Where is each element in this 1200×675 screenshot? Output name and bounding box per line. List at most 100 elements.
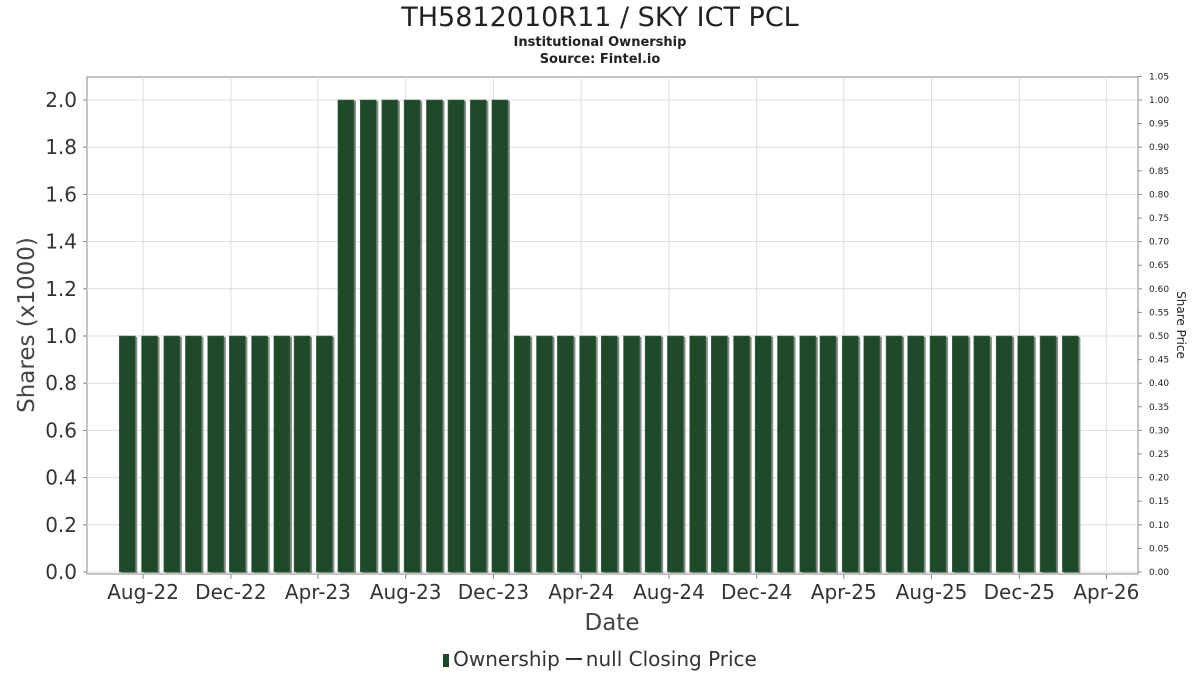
ownership-bar <box>733 335 750 573</box>
y-tick-label: 2.0 <box>45 88 77 112</box>
ownership-bar <box>929 335 947 573</box>
x-tick-label: Dec-22 <box>195 580 266 604</box>
y-tick-label: 0.4 <box>45 466 77 490</box>
ownership-bar <box>644 335 662 573</box>
ownership-bar <box>491 99 509 573</box>
y2-tick-label: 0.90 <box>1149 143 1169 153</box>
ownership-bar <box>973 335 991 573</box>
chart-title: TH5812010R11 / SKY ICT PCL <box>401 2 799 33</box>
ownership-bar <box>689 335 707 573</box>
y-tick-label: 1.6 <box>45 182 77 206</box>
ownership-bar <box>163 335 181 573</box>
x-tick-label: Dec-23 <box>458 580 529 604</box>
y2-tick-label: 0.15 <box>1149 497 1169 507</box>
ownership-bar <box>557 335 574 573</box>
y2-tick-label: 0.95 <box>1149 120 1169 130</box>
closing-price-legend-swatch <box>565 658 582 660</box>
y-tick-label: 0.2 <box>45 513 77 537</box>
chart-legend: Ownership null Closing Price <box>0 647 1200 671</box>
chart-source: Source: Fintel.io <box>539 52 661 67</box>
ownership-bar <box>907 335 925 573</box>
ownership-bar <box>513 335 531 573</box>
ownership-bar <box>819 335 837 573</box>
y-tick-label: 1.8 <box>45 135 77 159</box>
ownership-bar <box>359 99 377 573</box>
y-tick-label: 0.6 <box>45 418 77 442</box>
y2-tick-label: 0.35 <box>1149 403 1169 413</box>
x-tick-label: Apr-23 <box>285 580 351 604</box>
ownership-bar <box>623 335 640 573</box>
y2-tick-label: 0.65 <box>1149 261 1169 271</box>
y-tick-label: 1.0 <box>45 324 77 348</box>
x-tick-label: Apr-26 <box>1073 580 1139 604</box>
ownership-bar <box>536 335 553 573</box>
ownership-bar <box>229 335 246 573</box>
y2-tick-label: 0.70 <box>1149 238 1169 248</box>
y2-tick-label: 0.00 <box>1149 568 1169 578</box>
ownership-bar <box>952 335 969 573</box>
ownership-bar <box>273 335 291 573</box>
ownership-bar <box>337 99 355 573</box>
y2-tick-label: 0.75 <box>1149 214 1169 224</box>
ownership-legend-swatch <box>443 654 450 667</box>
ownership-bar <box>381 99 399 573</box>
ownership-bar <box>293 335 311 573</box>
ownership-bar <box>251 335 268 573</box>
ownership-bar <box>863 335 881 573</box>
y2-tick-label: 0.30 <box>1149 426 1169 436</box>
x-tick-label: Aug-22 <box>107 580 179 604</box>
ownership-bar <box>316 335 333 573</box>
x-tick-label: Aug-25 <box>896 580 968 604</box>
ownership-bar <box>426 99 443 573</box>
x-tick-label: Aug-23 <box>370 580 442 604</box>
ownership-bar <box>207 335 225 573</box>
ownership-bar <box>995 335 1013 573</box>
y-tick-label: 0.0 <box>45 560 77 584</box>
ownership-bar <box>185 335 202 573</box>
x-axis-label: Date <box>585 610 640 636</box>
ownership-chart: 0.0 0.2 0.4 0.6 0.8 1.0 1.2 1.4 1.6 1.8 2.0 0.00 0.0… <box>14 72 1188 636</box>
y2-tick-label: 0.80 <box>1149 190 1169 200</box>
y-tick-label: 1.4 <box>45 230 77 254</box>
ownership-bar <box>885 335 903 573</box>
y2-tick-label: 0.60 <box>1149 285 1169 295</box>
ownership-bar <box>403 99 421 573</box>
y2-tick-label: 0.45 <box>1149 356 1169 366</box>
ownership-bar <box>841 335 859 573</box>
y-axis-label: Shares (x1000) <box>14 237 40 413</box>
y2-tick-label: 0.85 <box>1149 167 1169 177</box>
y2-tick-label: 0.40 <box>1149 379 1169 389</box>
x-tick-label: Apr-25 <box>811 580 877 604</box>
ownership-bar <box>799 335 817 573</box>
x-tick-label: Dec-25 <box>984 580 1055 604</box>
y2-tick-label: 0.50 <box>1149 332 1169 342</box>
y2-tick-label: 0.25 <box>1149 450 1169 460</box>
chart-subtitle: Institutional Ownership <box>513 35 687 50</box>
x-tick-label: Aug-24 <box>633 580 705 604</box>
ownership-bar <box>711 335 728 573</box>
ownership-bar <box>1017 335 1035 573</box>
ownership-bar <box>1039 335 1057 573</box>
y2-tick-label: 0.05 <box>1149 544 1169 554</box>
ownership-bar <box>141 335 158 573</box>
y2-axis-label: Share Price <box>1174 291 1188 359</box>
y-tick-label: 0.8 <box>45 371 77 395</box>
ownership-bar <box>118 335 136 573</box>
ownership-bar <box>579 335 596 573</box>
y2-tick-label: 1.05 <box>1149 72 1169 82</box>
x-tick-label: Dec-24 <box>721 580 792 604</box>
y2-tick-label: 0.55 <box>1149 308 1169 318</box>
ownership-bar <box>667 335 684 573</box>
legend-ownership-label: Ownership <box>453 647 560 671</box>
ownership-bar <box>754 335 772 573</box>
ownership-bar <box>600 335 618 573</box>
y2-tick-label: 1.00 <box>1149 96 1169 106</box>
x-tick-label: Apr-24 <box>548 580 614 604</box>
ownership-bar <box>447 99 465 573</box>
ownership-bar <box>777 335 794 573</box>
y2-tick-label: 0.20 <box>1149 474 1169 484</box>
y2-tick-label: 0.10 <box>1149 521 1169 531</box>
legend-closing-price-label: null Closing Price <box>585 647 757 671</box>
ownership-bar <box>1062 335 1079 573</box>
ownership-bar <box>470 99 487 573</box>
